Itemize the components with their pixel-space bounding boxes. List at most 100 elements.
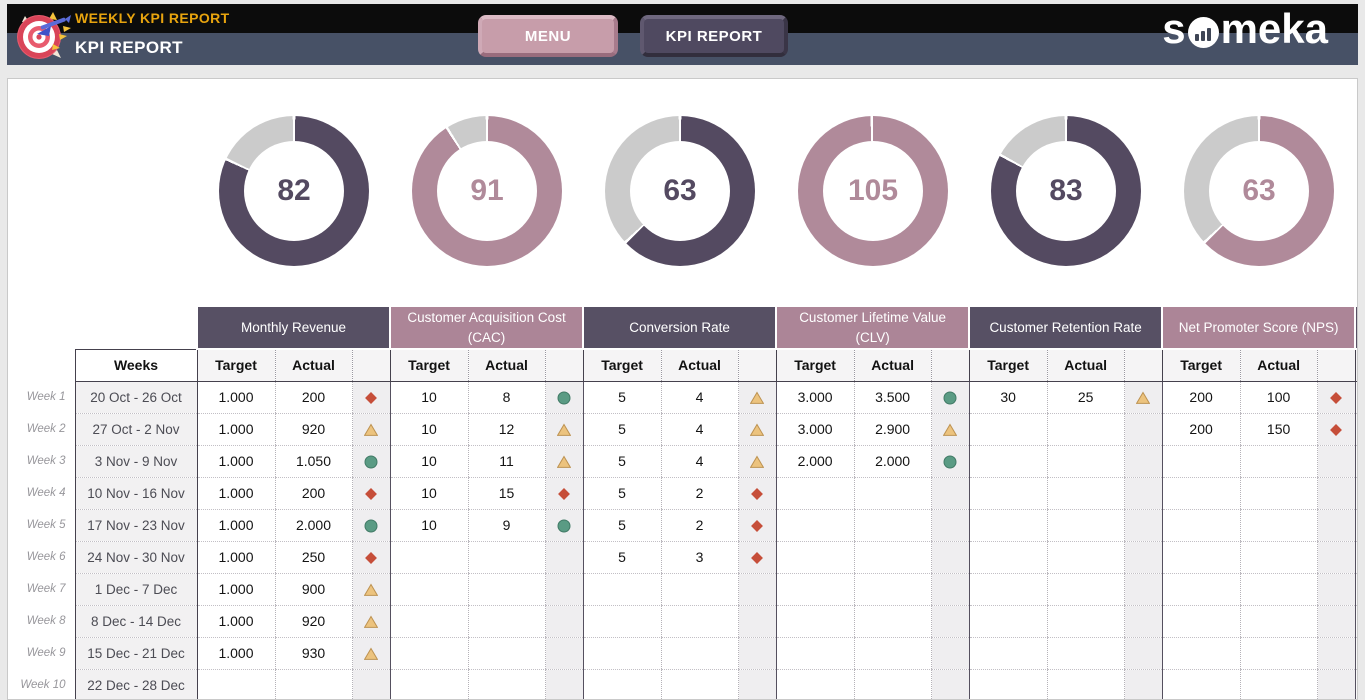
actual-value-cell[interactable]: 4 bbox=[660, 445, 739, 478]
actual-value-cell[interactable] bbox=[1046, 637, 1125, 670]
actual-value-cell[interactable] bbox=[467, 573, 546, 606]
menu-button[interactable]: MENU bbox=[478, 15, 618, 57]
target-value-cell[interactable]: 30 bbox=[969, 381, 1048, 414]
actual-value-cell[interactable]: 8 bbox=[467, 381, 546, 414]
actual-value-cell[interactable]: 1.050 bbox=[274, 445, 352, 478]
actual-value-cell[interactable] bbox=[1239, 605, 1318, 638]
target-value-cell[interactable]: 5 bbox=[583, 381, 662, 414]
week-date-cell[interactable]: 27 Oct - 2 Nov bbox=[74, 413, 198, 446]
target-value-cell[interactable]: 2.000 bbox=[776, 445, 855, 478]
actual-value-cell[interactable] bbox=[1046, 509, 1125, 542]
actual-value-cell[interactable] bbox=[1239, 573, 1318, 606]
target-value-cell[interactable] bbox=[1162, 509, 1241, 542]
actual-value-cell[interactable]: 3.500 bbox=[853, 381, 932, 414]
target-value-cell[interactable] bbox=[969, 573, 1048, 606]
target-value-cell[interactable]: 200 bbox=[1162, 381, 1241, 414]
actual-value-cell[interactable] bbox=[660, 669, 739, 699]
target-value-cell[interactable]: 10 bbox=[390, 413, 469, 446]
actual-value-cell[interactable] bbox=[1239, 445, 1318, 478]
target-value-cell[interactable] bbox=[583, 573, 662, 606]
actual-value-cell[interactable] bbox=[660, 573, 739, 606]
actual-value-cell[interactable] bbox=[467, 541, 546, 574]
target-value-cell[interactable]: 1.000 bbox=[197, 605, 275, 638]
actual-value-cell[interactable] bbox=[1046, 605, 1125, 638]
target-value-cell[interactable]: 5 bbox=[583, 541, 662, 574]
target-value-cell[interactable]: 1.000 bbox=[197, 477, 275, 510]
target-value-cell[interactable]: 3.000 bbox=[776, 413, 855, 446]
target-value-cell[interactable] bbox=[969, 445, 1048, 478]
actual-value-cell[interactable] bbox=[1239, 541, 1318, 574]
actual-value-cell[interactable]: 250 bbox=[274, 541, 352, 574]
week-date-cell[interactable]: 22 Dec - 28 Dec bbox=[74, 669, 198, 699]
actual-value-cell[interactable] bbox=[853, 573, 932, 606]
actual-value-cell[interactable]: 11 bbox=[467, 445, 546, 478]
target-value-cell[interactable] bbox=[969, 413, 1048, 446]
actual-value-cell[interactable]: 15 bbox=[467, 477, 546, 510]
target-value-cell[interactable] bbox=[197, 669, 275, 699]
target-value-cell[interactable] bbox=[969, 637, 1048, 670]
actual-value-cell[interactable]: 930 bbox=[274, 637, 352, 670]
target-value-cell[interactable] bbox=[969, 669, 1048, 699]
target-value-cell[interactable]: 1.000 bbox=[197, 381, 275, 414]
target-value-cell[interactable] bbox=[776, 541, 855, 574]
actual-value-cell[interactable] bbox=[853, 669, 932, 699]
target-value-cell[interactable]: 1.000 bbox=[197, 445, 275, 478]
target-value-cell[interactable] bbox=[969, 541, 1048, 574]
target-value-cell[interactable]: 1.000 bbox=[197, 637, 275, 670]
actual-value-cell[interactable]: 2.000 bbox=[853, 445, 932, 478]
target-value-cell[interactable]: 1.000 bbox=[197, 573, 275, 606]
target-value-cell[interactable]: 10 bbox=[390, 381, 469, 414]
target-value-cell[interactable]: 5 bbox=[583, 509, 662, 542]
target-value-cell[interactable]: 5 bbox=[583, 477, 662, 510]
actual-value-cell[interactable] bbox=[1046, 477, 1125, 510]
kpi-report-button[interactable]: KPI REPORT bbox=[640, 15, 788, 57]
target-value-cell[interactable] bbox=[1162, 477, 1241, 510]
actual-value-cell[interactable] bbox=[853, 605, 932, 638]
actual-value-cell[interactable] bbox=[660, 605, 739, 638]
target-value-cell[interactable] bbox=[969, 509, 1048, 542]
target-value-cell[interactable] bbox=[776, 477, 855, 510]
target-value-cell[interactable]: 1.000 bbox=[197, 509, 275, 542]
week-date-cell[interactable]: 17 Nov - 23 Nov bbox=[74, 509, 198, 542]
actual-value-cell[interactable]: 200 bbox=[274, 381, 352, 414]
actual-value-cell[interactable]: 150 bbox=[1239, 413, 1318, 446]
target-value-cell[interactable] bbox=[1162, 637, 1241, 670]
actual-value-cell[interactable] bbox=[1239, 669, 1318, 699]
week-date-cell[interactable]: 8 Dec - 14 Dec bbox=[74, 605, 198, 638]
target-value-cell[interactable] bbox=[583, 605, 662, 638]
target-value-cell[interactable]: 10 bbox=[390, 445, 469, 478]
actual-value-cell[interactable] bbox=[1239, 477, 1318, 510]
actual-value-cell[interactable]: 920 bbox=[274, 605, 352, 638]
week-date-cell[interactable]: 1 Dec - 7 Dec bbox=[74, 573, 198, 606]
actual-value-cell[interactable]: 4 bbox=[660, 413, 739, 446]
target-value-cell[interactable] bbox=[583, 669, 662, 699]
actual-value-cell[interactable] bbox=[1239, 637, 1318, 670]
target-value-cell[interactable]: 1.000 bbox=[197, 413, 275, 446]
actual-value-cell[interactable] bbox=[467, 637, 546, 670]
actual-value-cell[interactable]: 2.900 bbox=[853, 413, 932, 446]
week-date-cell[interactable]: 15 Dec - 21 Dec bbox=[74, 637, 198, 670]
week-date-cell[interactable]: 3 Nov - 9 Nov bbox=[74, 445, 198, 478]
actual-value-cell[interactable] bbox=[1046, 445, 1125, 478]
target-value-cell[interactable] bbox=[1162, 669, 1241, 699]
actual-value-cell[interactable]: 2 bbox=[660, 509, 739, 542]
actual-value-cell[interactable]: 2.000 bbox=[274, 509, 352, 542]
actual-value-cell[interactable]: 3 bbox=[660, 541, 739, 574]
actual-value-cell[interactable] bbox=[853, 477, 932, 510]
target-value-cell[interactable] bbox=[390, 541, 469, 574]
week-date-cell[interactable]: 10 Nov - 16 Nov bbox=[74, 477, 198, 510]
week-date-cell[interactable]: 20 Oct - 26 Oct bbox=[74, 381, 198, 414]
target-value-cell[interactable] bbox=[1162, 573, 1241, 606]
target-value-cell[interactable] bbox=[390, 605, 469, 638]
actual-value-cell[interactable]: 900 bbox=[274, 573, 352, 606]
week-date-cell[interactable]: 24 Nov - 30 Nov bbox=[74, 541, 198, 574]
actual-value-cell[interactable]: 100 bbox=[1239, 381, 1318, 414]
actual-value-cell[interactable] bbox=[1239, 509, 1318, 542]
target-value-cell[interactable] bbox=[583, 637, 662, 670]
actual-value-cell[interactable]: 920 bbox=[274, 413, 352, 446]
target-value-cell[interactable] bbox=[776, 573, 855, 606]
actual-value-cell[interactable] bbox=[1046, 669, 1125, 699]
actual-value-cell[interactable] bbox=[467, 669, 546, 699]
target-value-cell[interactable] bbox=[776, 509, 855, 542]
actual-value-cell[interactable] bbox=[853, 541, 932, 574]
